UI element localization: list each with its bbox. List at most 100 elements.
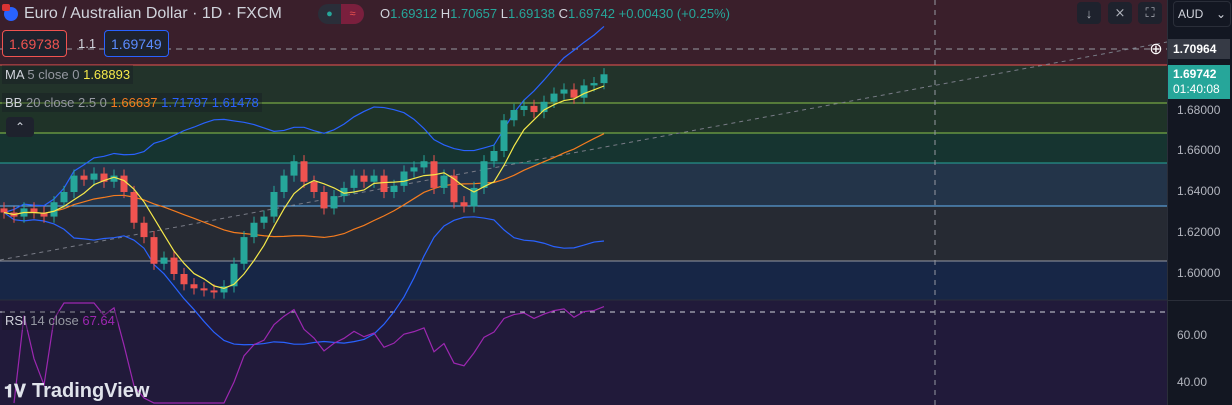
price-zone [0,206,1167,261]
price-tick: 1.62000 [1177,225,1221,239]
candle-body [370,175,378,182]
tradingview-logo[interactable]: 𝟏𝐕 TradingView [4,380,149,403]
candle-body [290,161,298,176]
candle-body [400,171,408,186]
candle-body [180,274,188,285]
candle-body [410,167,418,172]
last-price-label: 1.69742 01:40:08 [1168,65,1230,99]
candle-body [380,175,388,192]
sell-button[interactable]: 1.69738 [2,30,67,57]
candle-body [590,83,598,86]
rsi-pane [0,300,1167,405]
candle-body [530,105,538,113]
candle-body [270,192,278,217]
price-zone [0,0,1167,65]
candle-body [70,175,78,192]
candle-body [260,216,268,223]
price-zone [0,133,1167,163]
symbol-title-text: Euro / Australian Dollar · 1D · FXCM [24,5,282,22]
price-tick: 1.60000 [1177,266,1221,280]
candle-body [280,175,288,192]
rsi-tick: 40.00 [1177,375,1208,389]
candle-body [550,93,558,102]
candle-body [490,151,498,162]
candle-body [500,120,508,151]
candle-body [30,208,38,213]
candle-body [150,237,158,264]
candle-body [540,101,548,113]
candle-body [220,286,228,293]
candle-body [310,181,318,192]
candle-body [340,187,348,197]
ma-legend[interactable]: MA 5 close 0 1.68893 [2,65,134,84]
candle-body [570,89,578,98]
rsi-line [13,302,605,404]
candle-body [510,110,518,121]
candle-body [0,208,8,213]
candle-body [470,187,478,207]
rsi-legend[interactable]: RSI 14 close 67.64 [2,311,118,330]
price-zone [0,103,1167,133]
logo-text: TradingView [31,380,150,402]
candle-body [600,74,608,84]
candle-body [90,173,98,180]
candle-body [350,175,358,188]
candle-body [140,222,148,238]
candle-body [520,105,528,110]
candle-body [190,284,198,289]
candle-body [110,175,118,182]
candle-body [230,263,238,287]
candle-body [560,89,568,94]
candle-body [80,175,88,180]
market-status[interactable]: ● ≈ [318,4,364,24]
candle-body [130,192,138,223]
market-open-icon: ● [326,8,333,20]
candle-body [300,161,308,182]
buy-button[interactable]: 1.69749 [104,30,169,57]
candle-body [240,237,248,264]
ohlc-values: O1.69312 H1.70657 L1.69138 C1.69742 +0.0… [380,6,730,21]
price-tick: 1.68000 [1177,103,1221,117]
bb-basis-line [3,133,605,239]
bb-legend[interactable]: BB 20 close 2.5 0 1.66637 1.71797 1.6147… [2,93,262,112]
spread: 1.1 [78,36,97,51]
candle-body [420,161,428,168]
chevron-down-icon: ⌄ [1215,7,1226,21]
candle-body [170,257,178,274]
eur-aud-flag-icon [2,4,18,21]
data-delay-icon: ≈ [341,4,364,24]
candle-body [480,161,488,188]
scroll-down-icon[interactable]: ↓ [1077,2,1101,24]
candle-body [440,175,448,188]
candle-body [100,173,108,182]
price-axis[interactable] [1167,0,1232,405]
tradingview-logo-icon: 𝟏𝐕 [4,381,26,401]
bb-lower-line [3,212,605,346]
candle-body [360,175,368,182]
currency-value: AUD [1178,7,1204,21]
collapse-icon[interactable]: ⨯ [1108,2,1132,24]
price-zone [0,163,1167,206]
candle-body [460,202,468,207]
candle-body [250,222,258,238]
price-tick: 1.64000 [1177,184,1221,198]
candle-body [160,257,168,264]
currency-select[interactable]: AUD ⌄ [1173,1,1231,27]
ma-line [3,85,605,289]
price-chart[interactable] [0,0,1167,405]
collapse-legend-button[interactable]: ⌃ [6,117,34,137]
candle-body [210,290,218,293]
candle-body [60,192,68,203]
add-alert-icon[interactable]: ⊕ [1149,41,1163,58]
candle-body [580,85,588,98]
candle-body [50,202,58,217]
candle-body [120,175,128,192]
candle-body [450,175,458,203]
candle-body [330,196,338,209]
crosshair-price-label: 1.70964 [1168,39,1230,59]
candle-body [390,185,398,192]
candle-body [40,212,48,217]
symbol-title[interactable]: Euro / Australian Dollar · 1D · FXCM [2,4,282,23]
rsi-tick: 60.00 [1177,328,1208,342]
fullscreen-icon[interactable]: ⛶ [1138,2,1162,24]
